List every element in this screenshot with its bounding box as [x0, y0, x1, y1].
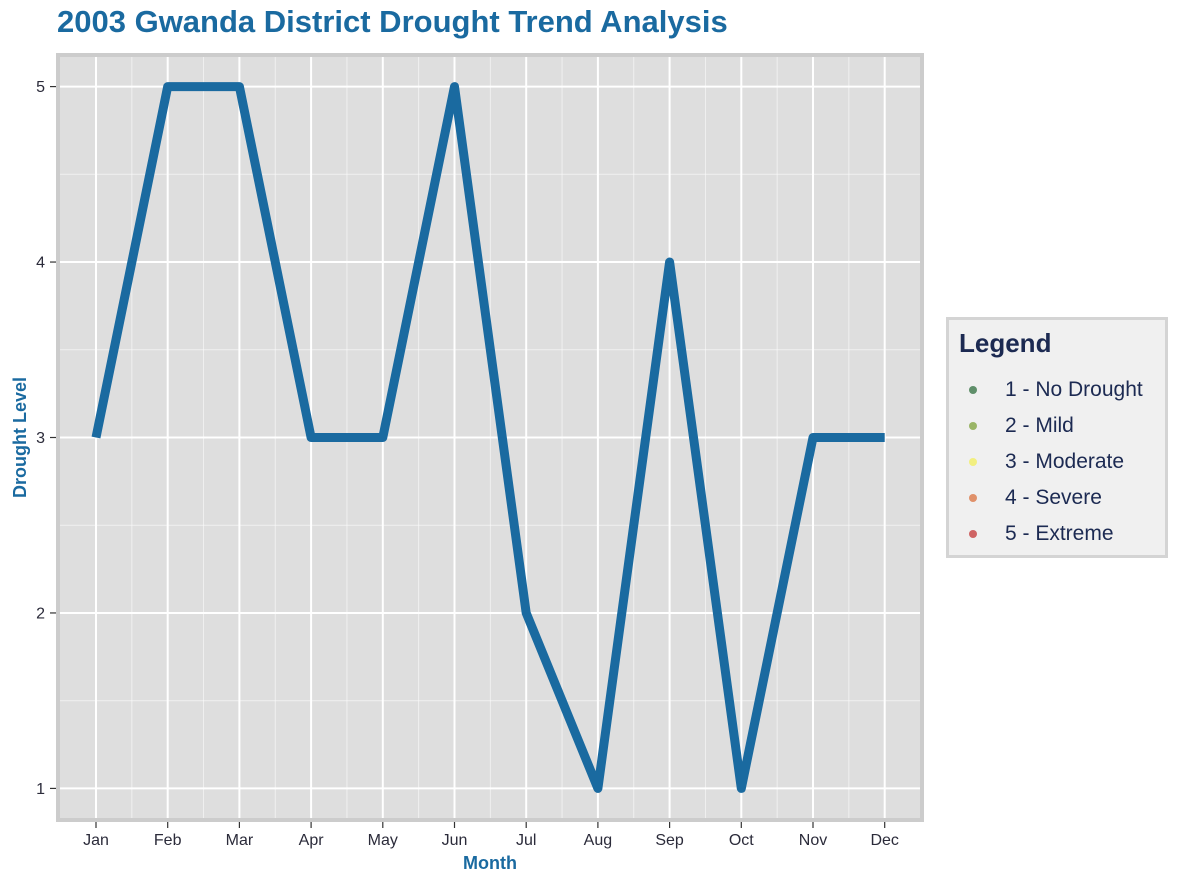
chart-title: 2003 Gwanda District Drought Trend Analy… — [57, 4, 728, 39]
x-tick-label: Jul — [516, 832, 536, 849]
x-tick-label: Jun — [442, 832, 468, 849]
legend-label: 3 - Moderate — [1005, 450, 1125, 473]
legend-item-mild: 2 - Mild — [969, 411, 1074, 441]
x-tick-label: Aug — [584, 832, 612, 849]
x-tick-label: Apr — [299, 832, 325, 849]
legend-label: 1 - No Drought — [1005, 378, 1143, 401]
x-tick-label: Oct — [729, 832, 754, 849]
x-axis-title: Month — [463, 853, 517, 873]
y-tick-label: 3 — [36, 430, 45, 447]
x-tick-label: Feb — [154, 832, 182, 849]
legend: Legend 1 - No Drought 2 - Mild 3 - Moder… — [946, 317, 1168, 558]
legend-dot-icon — [969, 422, 977, 430]
y-tick-label: 1 — [36, 781, 45, 798]
legend-item-extreme: 5 - Extreme — [969, 519, 1114, 549]
legend-item-no-drought: 1 - No Drought — [969, 375, 1143, 405]
series-group — [91, 82, 885, 793]
y-tick-label: 2 — [36, 605, 45, 622]
y-axis-title: Drought Level — [10, 377, 30, 498]
legend-label: 2 - Mild — [1005, 414, 1074, 437]
legend-dot-icon — [969, 494, 977, 502]
x-tick-label: Dec — [870, 832, 898, 849]
legend-label: 5 - Extreme — [1005, 522, 1114, 545]
legend-dot-icon — [969, 458, 977, 466]
x-tick-label: Nov — [799, 832, 827, 849]
legend-title: Legend — [959, 328, 1052, 358]
x-tick-label: Sep — [655, 832, 684, 849]
x-tick-label: Jan — [83, 832, 109, 849]
legend-item-severe: 4 - Severe — [969, 483, 1102, 513]
y-tick-label: 5 — [36, 79, 45, 96]
x-tick-label: May — [368, 832, 398, 849]
legend-dot-icon — [969, 530, 977, 538]
plot-border — [56, 53, 924, 822]
series-line — [91, 82, 885, 793]
axis-ticks: Jan Feb Mar Apr May Jun Jul Aug Sep Oct Nov Dec 1 2 3 4… — [36, 79, 899, 849]
legend-dot-icon — [969, 386, 977, 394]
x-tick-label: Mar — [226, 832, 254, 849]
legend-label: 4 - Severe — [1005, 486, 1102, 509]
y-tick-label: 4 — [36, 255, 45, 272]
legend-item-moderate: 3 - Moderate — [969, 447, 1124, 477]
